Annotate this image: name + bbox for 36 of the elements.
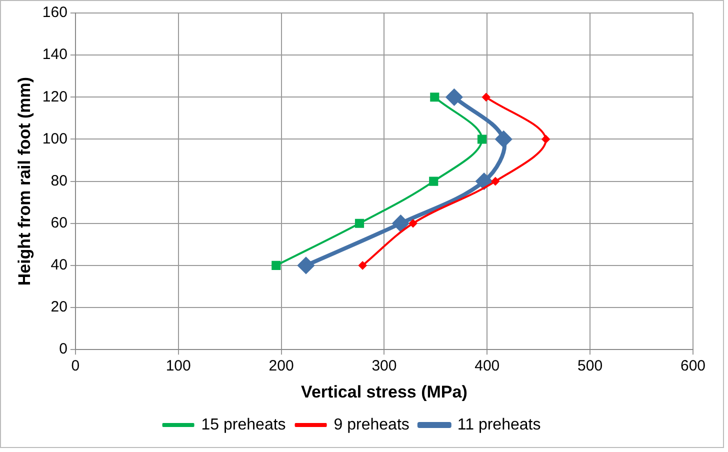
legend-label: 11 preheats (457, 416, 541, 434)
point (476, 173, 492, 190)
y-tick-label: 140 (42, 46, 68, 64)
y-tick-label: 20 (50, 298, 68, 316)
point (358, 261, 367, 270)
point (430, 92, 440, 102)
y-tick-label: 120 (42, 88, 68, 106)
point (482, 93, 490, 102)
x-tick-label: 600 (680, 358, 706, 375)
y-axis-title: Height from rail foot (mm) (14, 76, 34, 286)
x-tick-label: 300 (372, 358, 397, 375)
y-tick-label: 60 (50, 214, 68, 232)
point (354, 218, 364, 228)
x-axis-title: Vertical stress (MPa) (301, 382, 468, 402)
legend-label: 15 preheats (201, 416, 286, 434)
point (429, 176, 438, 186)
x-tick-label: 0 (71, 358, 80, 375)
y-tick-label: 80 (50, 172, 68, 190)
x-tick-label: 100 (166, 358, 191, 375)
x-tick-label: 400 (474, 358, 500, 375)
point (298, 257, 314, 274)
point (542, 135, 550, 144)
point (496, 131, 512, 148)
point (272, 260, 281, 270)
y-tick-label: 0 (59, 340, 68, 358)
point (446, 89, 462, 106)
point (409, 219, 418, 228)
y-tick-label: 40 (50, 256, 68, 274)
legend-label: 9 preheats (334, 416, 410, 434)
point (477, 134, 487, 144)
y-tick-label: 100 (42, 130, 68, 148)
x-tick-label: 500 (578, 358, 603, 375)
point (392, 215, 409, 232)
x-tick-label: 200 (268, 358, 294, 375)
y-tick-label: 160 (42, 4, 68, 22)
point (491, 177, 500, 186)
